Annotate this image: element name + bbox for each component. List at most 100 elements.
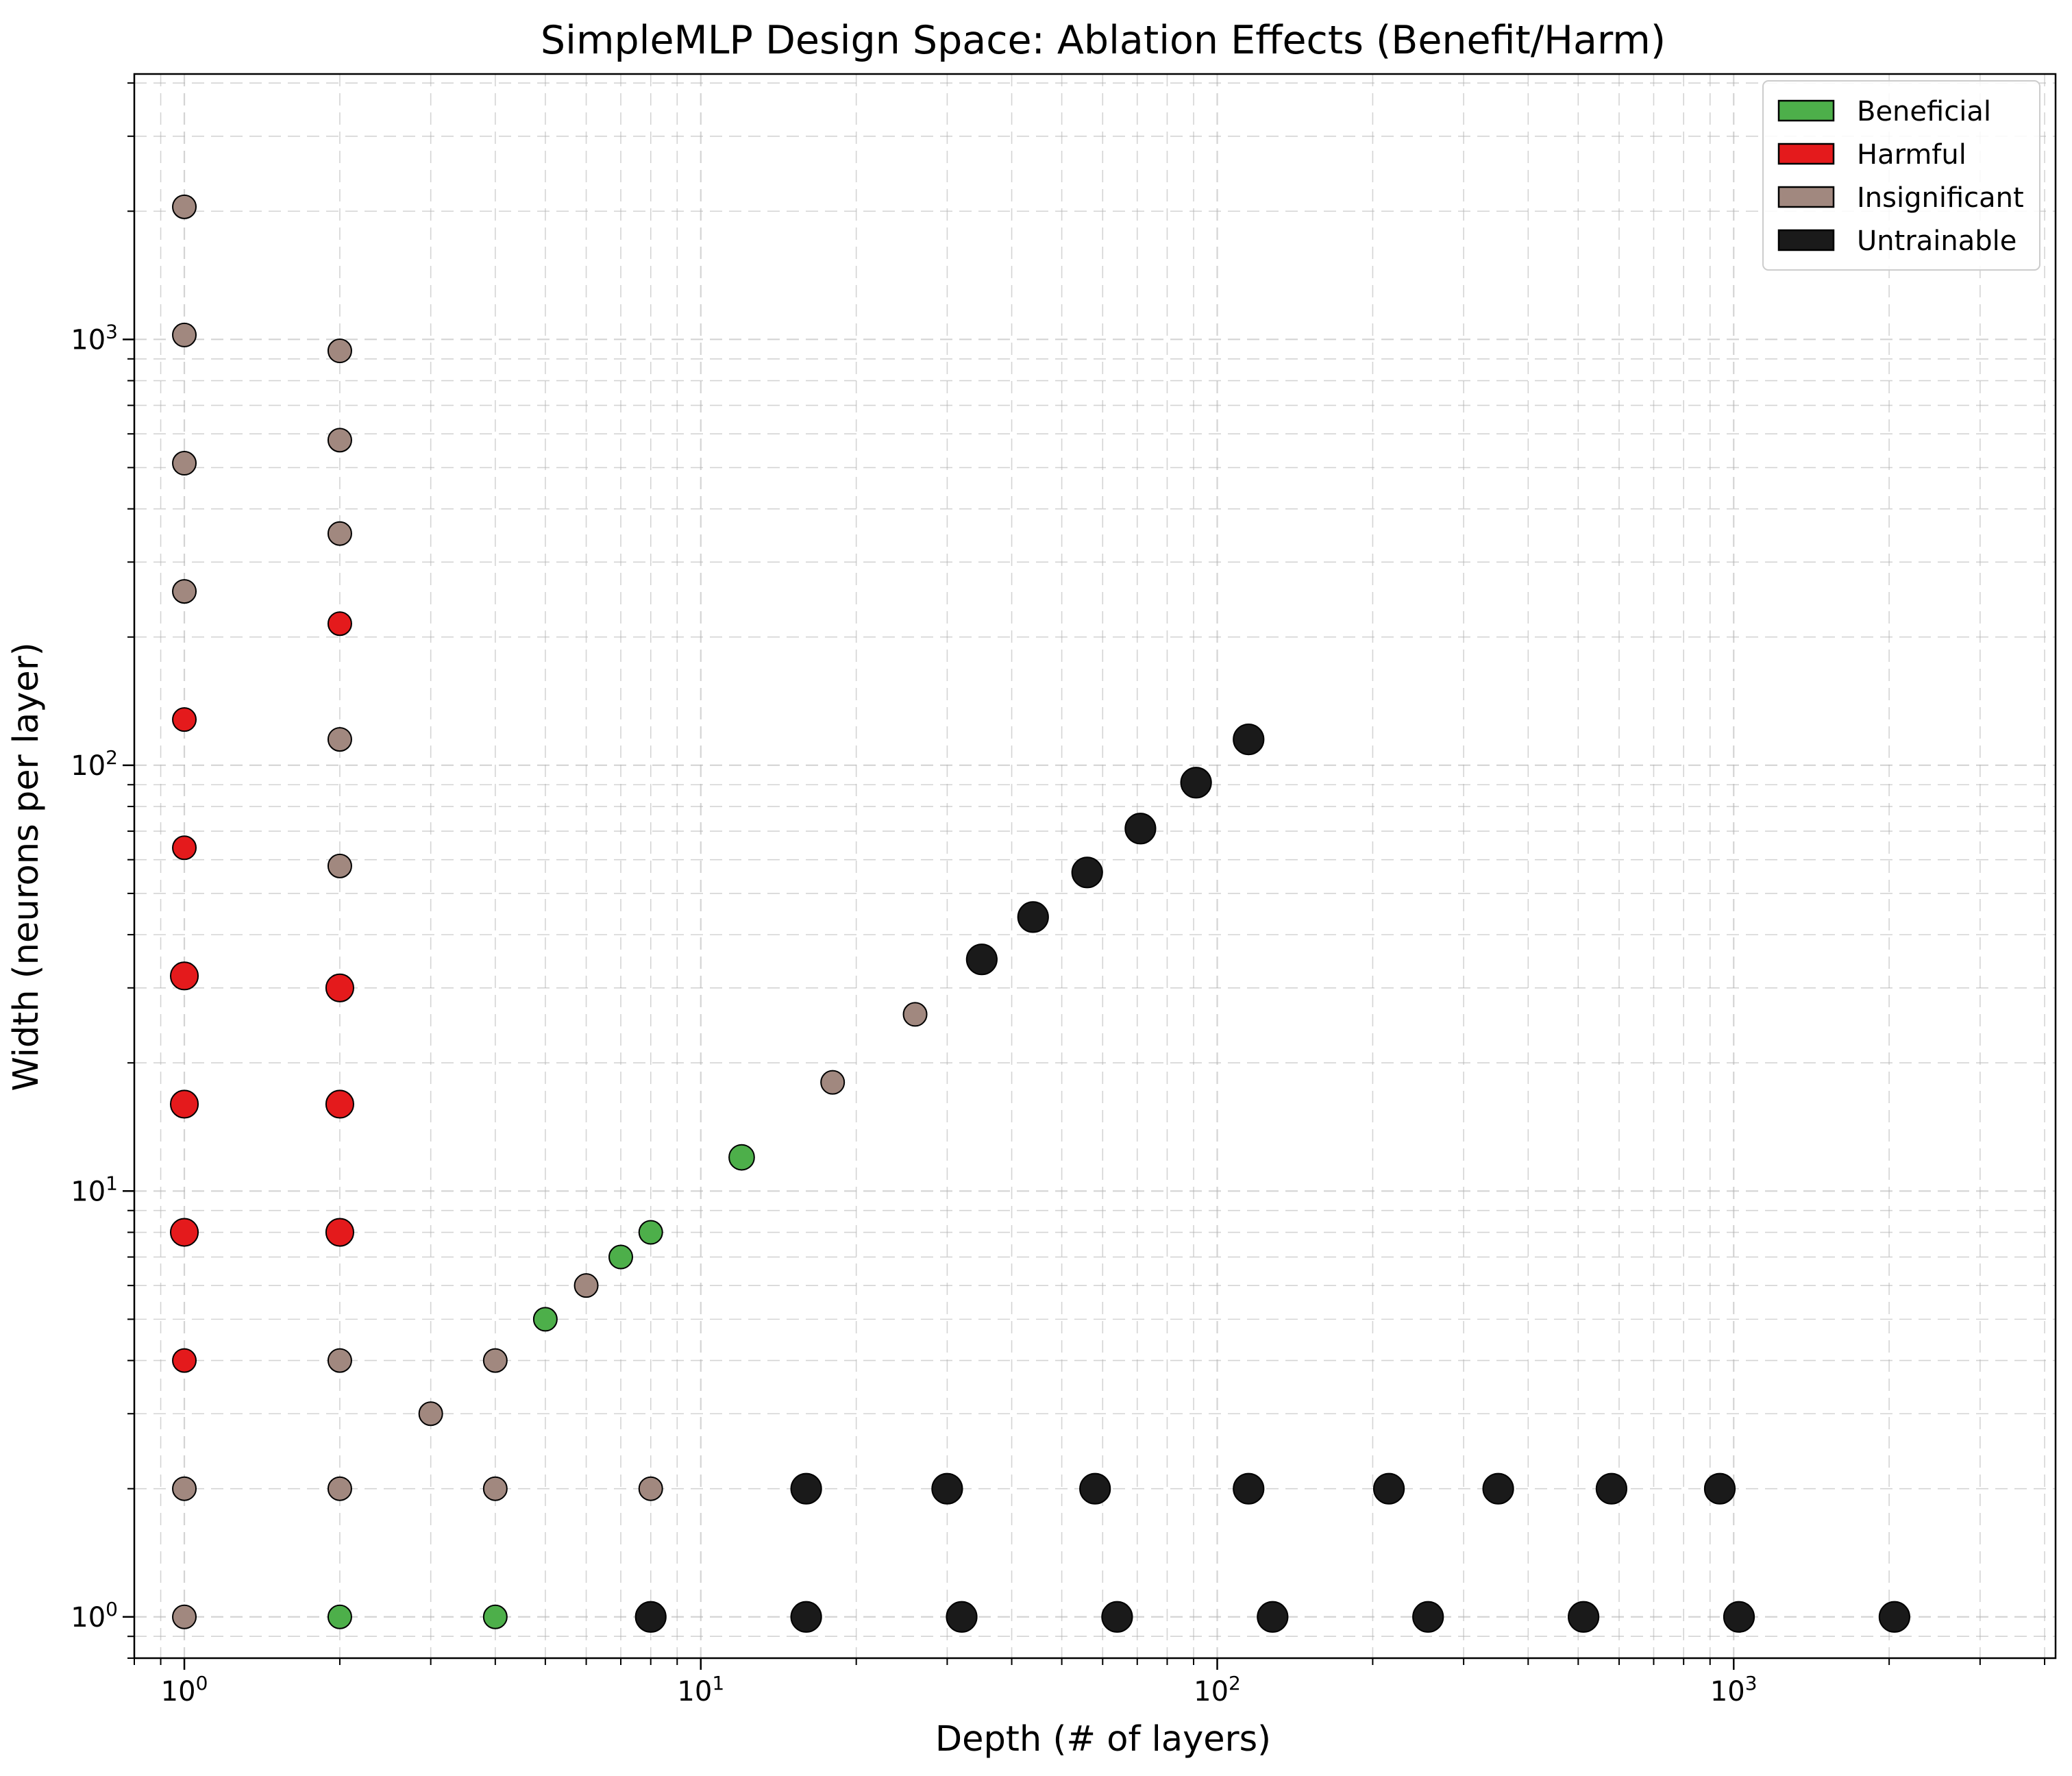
point-insignificant — [172, 322, 197, 347]
point-untrainable — [1568, 1601, 1600, 1633]
point-untrainable — [1482, 1472, 1514, 1505]
legend-label-untrainable: Untrainable — [1857, 225, 2017, 257]
point-harmful — [325, 1218, 354, 1247]
x-tick-label: 101 — [677, 1672, 724, 1707]
data-points — [169, 194, 1910, 1633]
point-insignificant — [172, 1604, 197, 1629]
point-harmful — [169, 961, 199, 991]
point-harmful — [325, 1089, 354, 1119]
point-untrainable — [1703, 1472, 1736, 1505]
y-axis-label: Width (neurons per layer) — [6, 642, 47, 1091]
point-harmful — [172, 707, 197, 732]
point-insignificant — [327, 338, 352, 364]
point-untrainable — [1071, 856, 1103, 889]
x-tick-label-exponent: 1 — [712, 1672, 724, 1694]
point-insignificant — [638, 1476, 663, 1501]
x-tick-label-base: 10 — [677, 1676, 712, 1707]
point-untrainable — [1233, 723, 1265, 756]
point-insignificant — [327, 853, 352, 878]
point-untrainable — [1412, 1601, 1444, 1633]
x-tick-label: 102 — [1194, 1672, 1241, 1707]
y-tick-label-exponent: 2 — [106, 746, 118, 769]
point-harmful — [169, 1089, 199, 1119]
point-untrainable — [1079, 1472, 1111, 1505]
x-axis-label: Depth (# of layers) — [935, 1719, 1271, 1760]
point-harmful — [172, 835, 197, 861]
point-beneficial — [728, 1144, 755, 1171]
legend-frame — [1762, 80, 2040, 271]
point-insignificant — [418, 1401, 443, 1427]
point-untrainable — [1595, 1472, 1628, 1505]
point-untrainable — [931, 1472, 963, 1505]
y-tick-label-base: 10 — [71, 324, 106, 356]
point-harmful — [172, 1348, 197, 1373]
point-insignificant — [172, 1476, 197, 1501]
point-beneficial — [638, 1220, 663, 1245]
point-untrainable — [1878, 1601, 1910, 1633]
point-insignificant — [482, 1476, 508, 1501]
axes-frame — [133, 73, 2057, 1660]
x-tick-label: 100 — [161, 1672, 208, 1707]
legend-swatch-harmful — [1777, 143, 1835, 165]
point-insignificant — [574, 1273, 599, 1298]
point-untrainable — [1180, 767, 1212, 799]
x-tick-label-base: 10 — [161, 1676, 196, 1707]
x-tick-label-exponent: 3 — [1745, 1672, 1758, 1694]
chart-title: SimpleMLP Design Space: Ablation Effects… — [541, 18, 1666, 63]
point-harmful — [327, 611, 352, 637]
x-tick-label: 103 — [1710, 1672, 1758, 1707]
y-tick-label-base: 10 — [71, 1602, 106, 1633]
point-untrainable — [634, 1601, 667, 1633]
x-tick-label-exponent: 0 — [196, 1672, 208, 1694]
point-insignificant — [482, 1348, 508, 1373]
point-untrainable — [1233, 1472, 1265, 1505]
point-untrainable — [965, 944, 998, 976]
point-insignificant — [327, 1348, 352, 1373]
x-tick-label-exponent: 2 — [1229, 1672, 1241, 1694]
y-tick-label-exponent: 3 — [106, 320, 118, 343]
y-tick-label: 103 — [71, 320, 118, 356]
legend-swatch-untrainable — [1777, 229, 1835, 251]
point-untrainable — [1723, 1601, 1755, 1633]
point-beneficial — [608, 1244, 634, 1270]
point-insignificant — [902, 1002, 928, 1027]
point-beneficial — [532, 1307, 558, 1332]
legend-swatch-beneficial — [1777, 99, 1835, 122]
y-tick-label: 101 — [71, 1172, 118, 1207]
legend-items: Beneficial Harmful Insignificant Untrainabl… — [1777, 96, 2024, 257]
legend: Beneficial Harmful Insignificant Untrainabl… — [1762, 80, 2040, 271]
point-insignificant — [172, 194, 197, 219]
point-untrainable — [1017, 901, 1049, 933]
point-untrainable — [790, 1601, 822, 1633]
point-untrainable — [1101, 1601, 1133, 1633]
x-tick-label-base: 10 — [1710, 1676, 1745, 1707]
point-untrainable — [790, 1472, 822, 1505]
point-harmful — [325, 973, 354, 1002]
point-untrainable — [1124, 813, 1157, 845]
point-insignificant — [820, 1070, 846, 1095]
x-tick-label-base: 10 — [1194, 1676, 1229, 1707]
legend-swatch-insignificant — [1777, 186, 1835, 208]
point-insignificant — [327, 521, 352, 546]
point-untrainable — [946, 1601, 978, 1633]
y-tick-label: 100 — [71, 1598, 118, 1633]
legend-label-insignificant: Insignificant — [1857, 182, 2024, 214]
y-tick-label-base: 10 — [71, 1176, 106, 1207]
point-beneficial — [482, 1604, 508, 1629]
y-tick-label: 102 — [71, 746, 118, 782]
point-untrainable — [1372, 1472, 1405, 1505]
point-insignificant — [172, 579, 197, 604]
y-tick-label-exponent: 1 — [106, 1172, 118, 1194]
point-insignificant — [327, 727, 352, 752]
legend-label-beneficial: Beneficial — [1857, 96, 1991, 127]
point-insignificant — [172, 451, 197, 476]
point-harmful — [169, 1218, 199, 1247]
point-beneficial — [327, 1604, 352, 1629]
point-insignificant — [327, 1476, 352, 1501]
y-tick-label-base: 10 — [71, 750, 106, 782]
y-tick-label-exponent: 0 — [106, 1598, 118, 1620]
legend-label-harmful: Harmful — [1857, 139, 1966, 171]
point-untrainable — [1257, 1601, 1289, 1633]
